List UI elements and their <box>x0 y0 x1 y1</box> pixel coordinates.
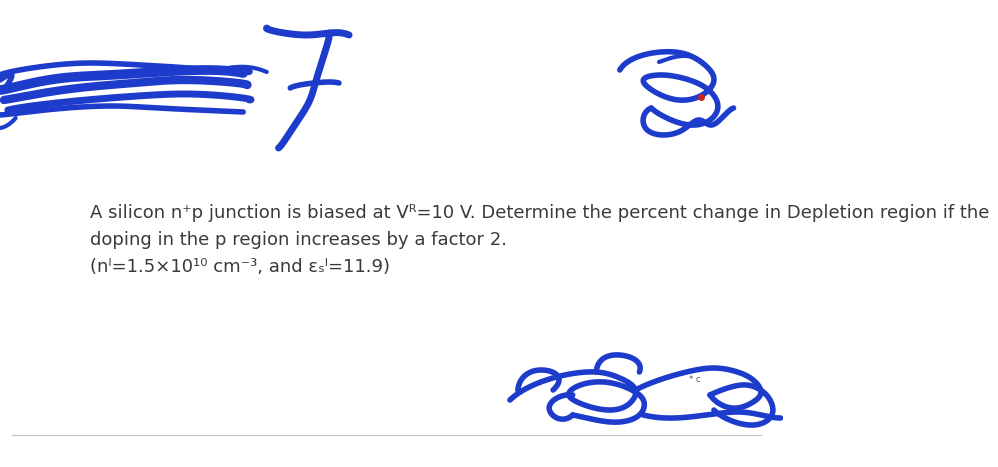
Text: doping in the p region increases by a factor 2.: doping in the p region increases by a fa… <box>90 231 507 249</box>
Text: A silicon n⁺p junction is biased at Vᴿ=10 V. Determine the percent change in Dep: A silicon n⁺p junction is biased at Vᴿ=1… <box>90 204 990 222</box>
Text: * c: * c <box>689 375 701 384</box>
Text: (nᴵ=1.5×10¹⁰ cm⁻³, and εₛᴵ=11.9): (nᴵ=1.5×10¹⁰ cm⁻³, and εₛᴵ=11.9) <box>90 258 390 276</box>
